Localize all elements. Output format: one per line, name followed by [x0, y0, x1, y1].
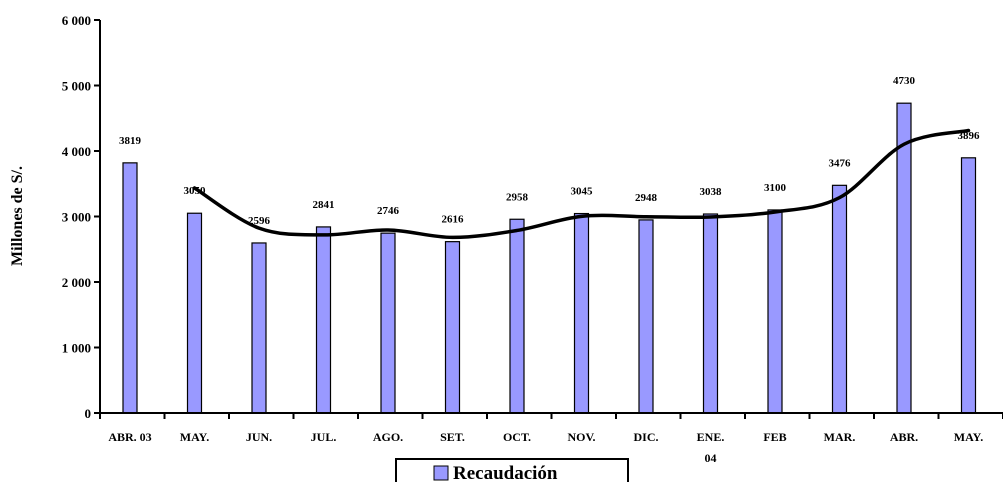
bar	[702, 213, 719, 414]
x-tick-label: MAY.	[180, 430, 209, 444]
x-tick-label: SET.	[440, 430, 465, 444]
legend-label: Recaudación	[453, 463, 558, 482]
data-label: 2596	[248, 215, 271, 227]
bar	[444, 241, 461, 414]
bars-group	[122, 102, 977, 414]
data-label: 2841	[313, 199, 335, 211]
bar	[896, 102, 912, 414]
data-label: 3050	[184, 185, 207, 197]
bar	[638, 219, 654, 414]
x-axis: ABR. 03 MAY. JUN. JUL. AGO. SET. OCT. NOV. DIC. E…	[99, 412, 1003, 465]
data-label: 3045	[571, 186, 594, 198]
legend: Recaudación	[395, 458, 629, 482]
data-label: 3896	[958, 130, 981, 142]
data-label: 3038	[700, 186, 723, 198]
bar	[831, 184, 848, 414]
bar	[380, 232, 396, 414]
y-tick-label: 6 000	[62, 13, 91, 28]
y-tick-label: 0	[85, 406, 92, 421]
x-tick-label: 04	[705, 451, 717, 465]
data-label: 3476	[829, 157, 852, 169]
x-tick-label: MAY.	[954, 430, 983, 444]
x-tick-label: FEB	[763, 430, 786, 444]
bar	[122, 162, 138, 414]
bar	[251, 242, 267, 414]
x-tick-label: OCT.	[503, 430, 531, 444]
trend-line	[192, 128, 971, 240]
data-label: 2616	[442, 214, 465, 226]
data-label: 2746	[377, 205, 400, 217]
x-tick-label: ABR. 03	[108, 430, 151, 444]
legend-box	[395, 458, 629, 482]
data-label: 3100	[764, 182, 787, 194]
y-tick-label: 2 000	[62, 275, 91, 290]
data-label: 3819	[119, 135, 142, 147]
legend-swatch	[433, 465, 449, 481]
x-tick-label: MAR.	[824, 430, 856, 444]
x-tick-label: NOV.	[567, 430, 595, 444]
bar	[509, 218, 525, 414]
line-layer	[192, 128, 971, 240]
y-axis: 0 1 000 2 000 3 000 4 000 5 000 6 000	[62, 13, 101, 421]
data-label: 4730	[893, 75, 916, 87]
x-tick-label: JUN.	[246, 430, 272, 444]
y-tick-label: 4 000	[62, 144, 91, 159]
y-axis-title: Millones de S/.	[9, 166, 26, 266]
x-tick-label: AGO.	[373, 430, 403, 444]
data-label: 2958	[506, 191, 529, 203]
y-tick-label: 1 000	[62, 341, 91, 356]
bar	[767, 209, 783, 414]
y-tick-label: 3 000	[62, 210, 91, 225]
bar	[315, 226, 332, 414]
data-labels-group: 3819 3050 2596 2841 2746 2616 2958 3045 2948 3038…	[119, 75, 980, 227]
bar	[960, 157, 977, 414]
y-tick-label: 5 000	[62, 79, 91, 94]
x-tick-label: DIC.	[633, 430, 658, 444]
x-tick-label: JUL.	[311, 430, 337, 444]
bar	[186, 212, 203, 414]
x-tick-label: ENE.	[697, 430, 725, 444]
bar	[573, 212, 590, 414]
data-label: 2948	[635, 192, 658, 204]
x-tick-label: ABR.	[890, 430, 918, 444]
